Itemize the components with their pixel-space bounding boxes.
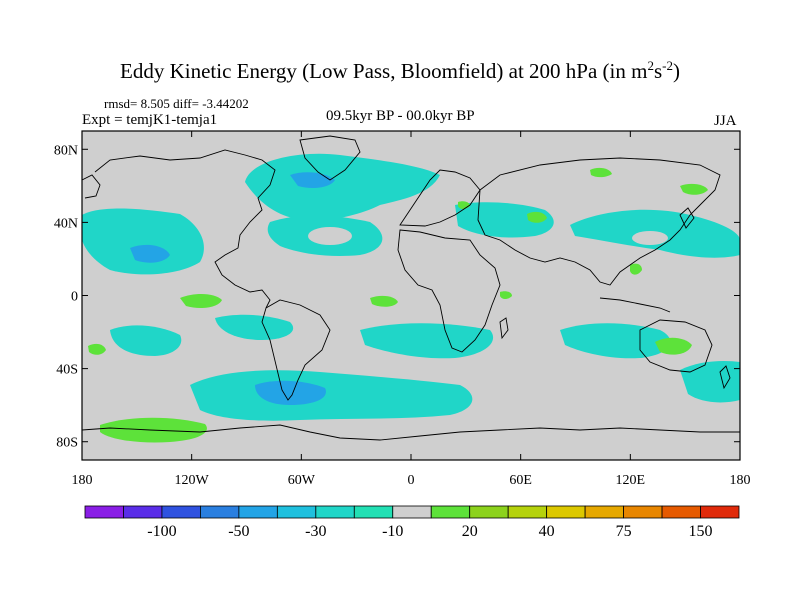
colorbar-swatch [623,505,663,519]
colorbar-swatch [200,505,240,519]
coast-alaska [82,174,101,199]
anomaly-patch [245,153,440,221]
coast-greenland [299,135,361,181]
positive-patch [590,167,612,178]
latitude-axis: 80N 40N 0 40S 80S [54,143,740,451]
colorbar-swatch [584,505,624,519]
colorbar-swatch [353,505,394,519]
colorbar-label: -100 [147,523,176,540]
colorbar-swatch [661,505,701,519]
positive-patch [655,337,692,355]
experiment-label: Expt = temjK1-temja1 [82,112,218,128]
season-label: JJA [714,113,737,129]
coast-south-america [261,299,331,401]
colorbar-swatch [700,505,740,519]
positive-patch [180,294,222,308]
lon-label: 120E [616,473,646,488]
anomaly-core [255,380,326,405]
period-label: 09.5kyr BP - 00.0kyr BP [326,108,475,124]
anomaly-patch [215,314,294,340]
colorbar-swatch [392,505,432,519]
colorbar-label: -10 [382,523,403,540]
coast-antarctica [82,424,740,441]
positive-patch [680,183,708,195]
colorbar-swatch [315,505,355,519]
colorbar-swatch [507,505,548,519]
colorbar-label: 40 [539,523,555,540]
anomaly-patch [680,360,740,403]
coast-north-america [94,149,276,309]
colorbar-swatch [84,505,124,519]
positive-patch [500,291,512,299]
colorbar-label: 20 [462,523,478,540]
lon-label: 180 [72,473,93,488]
anomaly-field [82,135,740,443]
stats-text: rmsd= 8.505 diff= -3.44202 [104,96,249,111]
coast-asia [477,157,721,286]
coast-indonesia [599,297,671,313]
colorbar-label: -50 [228,523,249,540]
lat-label: 80N [54,143,78,158]
coast-europe [399,169,481,227]
colorbar-swatch [430,505,471,519]
lat-label: 40S [56,363,78,378]
colorbar: -100 -50 -30 -10 20 40 75 150 [84,505,740,540]
colorbar-swatch [123,505,163,519]
lat-label: 0 [71,290,78,305]
colorbar-swatch [238,505,278,519]
anomaly-hole [308,227,352,245]
anomaly-patch [360,323,494,359]
positive-patch [88,343,106,355]
colorbar-label: 75 [616,523,632,540]
colorbar-swatch [276,505,317,519]
coastlines [82,135,740,441]
anomaly-patch [110,325,182,356]
colorbar-swatch [546,505,586,519]
lat-label: 40N [54,216,78,231]
colorbar-label: -30 [305,523,326,540]
map-title: Eddy Kinetic Energy (Low Pass, Bloomfiel… [120,58,680,83]
anomaly-core [130,244,170,263]
anomaly-patch [560,323,671,359]
anomaly-hole [632,231,668,245]
coast-new-zealand [719,365,731,390]
coast-australia [639,319,713,373]
lon-label: 180 [730,473,751,488]
positive-patch [527,211,547,223]
colorbar-swatch [161,505,201,519]
coast-madagascar [499,317,509,340]
lon-label: 60W [288,473,316,488]
anomaly-patch [455,202,554,238]
positive-patch [630,263,642,275]
longitude-axis: 180 120W 60W 0 60E 120E 180 [72,131,751,488]
anomaly-patch [82,208,204,275]
colorbar-label: 150 [689,523,713,540]
anomaly-patch [190,370,473,421]
coast-japan [679,207,695,229]
positive-patch [370,295,398,307]
lon-label: 60E [509,473,532,488]
lat-label: 80S [56,436,78,451]
lon-label: 0 [408,473,415,488]
coast-africa [397,229,501,353]
colorbar-swatch [469,505,509,519]
lon-label: 120W [175,473,210,488]
